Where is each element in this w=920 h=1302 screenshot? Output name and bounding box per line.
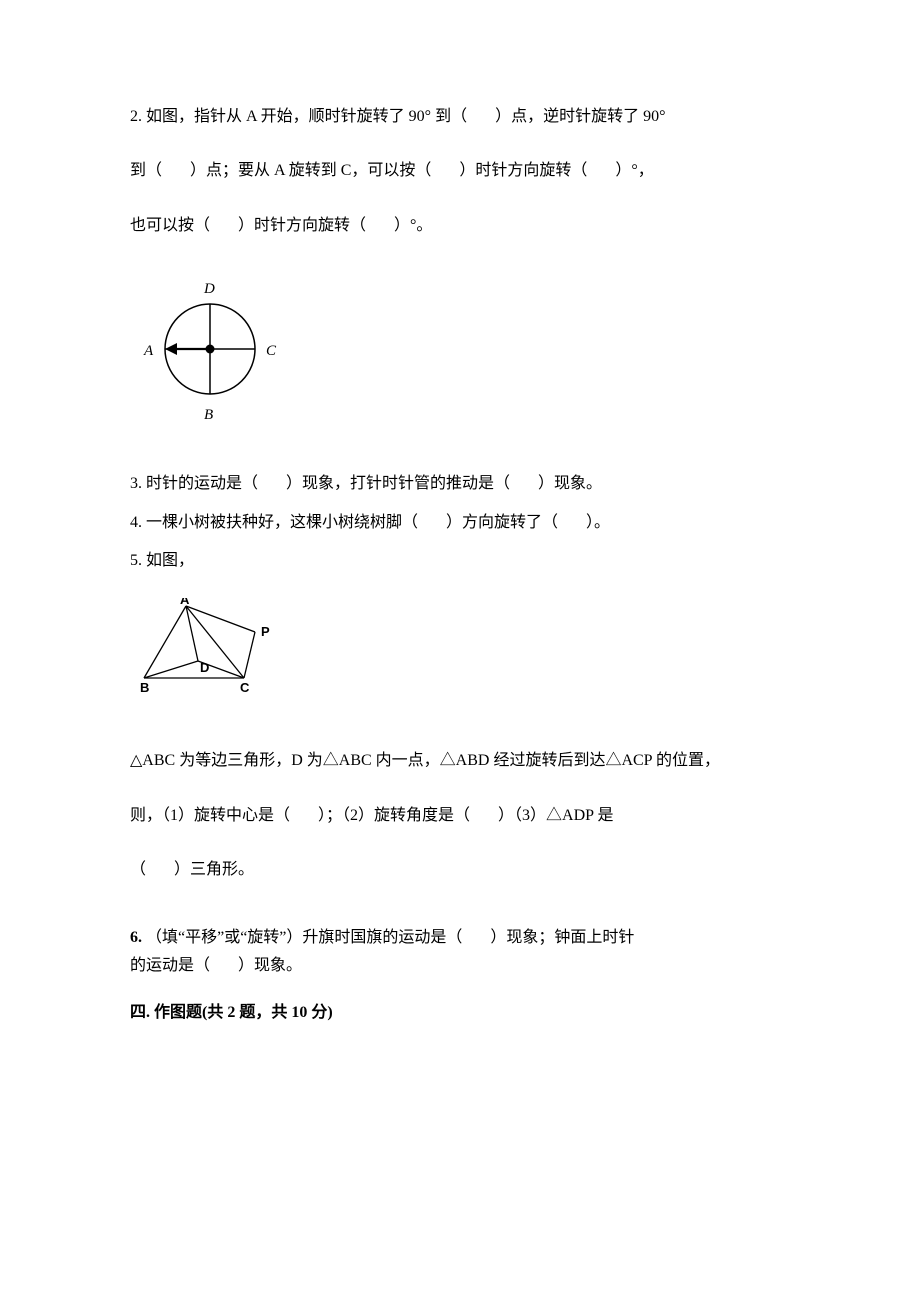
q2-t4: ）点；要从 A 旋转到 C，可以按（ — [190, 162, 431, 179]
q6-number: 6. — [130, 929, 142, 946]
q5b-t3: ）；（2）旋转角度是（ — [318, 807, 470, 824]
q6-t4: ）现象。 — [238, 957, 302, 974]
svg-text:D: D — [203, 281, 215, 297]
q5b-t4: ）（3）△ADP 是 — [498, 807, 613, 824]
q2-line3: 也可以按（ ）时针方向旋转（ ）°。 — [130, 199, 790, 253]
q5b-t1: △ABC 为等边三角形，D 为△ABC 内一点，△ABD 经过旋转后到达△ACP… — [130, 752, 720, 769]
q2-t2: ）点，逆时针旋转了 90° — [495, 108, 665, 125]
q2-line2: 到（ ）点；要从 A 旋转到 C，可以按（ ）时针方向旋转（ ）°， — [130, 144, 790, 198]
question-4: 4. 一棵小树被扶种好，这棵小树绕树脚（ ）方向旋转了（ ）。 — [130, 504, 790, 542]
triangle-diagram: A B C D P — [140, 598, 280, 698]
circle-figure: A B C D — [138, 279, 790, 437]
svg-text:D: D — [200, 660, 209, 675]
q3-t1: 3. 时针的运动是（ — [130, 475, 258, 492]
q5-t1: 5. 如图， — [130, 552, 194, 569]
q2-t3: 到（ — [130, 162, 162, 179]
svg-text:B: B — [204, 407, 213, 423]
q4-t2: ）方向旋转了（ — [446, 514, 558, 531]
q6-t2: ）现象；钟面上时针 — [490, 929, 634, 946]
q2-t9: ）°。 — [394, 217, 432, 234]
svg-text:P: P — [261, 624, 270, 639]
q2-t1: 2. 如图，指针从 A 开始，顺时针旋转了 90° 到（ — [130, 108, 467, 125]
question-2: 2. 如图，指针从 A 开始，顺时针旋转了 90° 到（ ）点，逆时针旋转了 90… — [130, 90, 790, 253]
q2-t8: ）时针方向旋转（ — [238, 217, 366, 234]
svg-text:C: C — [240, 680, 250, 695]
circle-diagram: A B C D — [138, 279, 293, 429]
q6-t3: 的运动是（ — [130, 957, 210, 974]
question-3: 3. 时针的运动是（ ）现象，打针时针管的推动是（ ）现象。 — [130, 465, 790, 503]
q2-t6: ）°， — [615, 162, 653, 179]
q5b-t2: 则，（1）旋转中心是（ — [130, 807, 290, 824]
q2-t7: 也可以按（ — [130, 217, 210, 234]
question-6: 6. （填“平移”或“旋转”）升旗时国旗的运动是（ ）现象；钟面上时针 的运动是（… — [130, 924, 790, 982]
q5b-t6: ）三角形。 — [174, 861, 254, 878]
q4-t3: ）。 — [586, 514, 610, 531]
q2-line1: 2. 如图，指针从 A 开始，顺时针旋转了 90° 到（ ）点，逆时针旋转了 90… — [130, 90, 790, 144]
svg-text:A: A — [180, 598, 190, 607]
svg-text:B: B — [140, 680, 149, 695]
q2-t5: ）时针方向旋转（ — [459, 162, 587, 179]
question-5-head: 5. 如图， — [130, 542, 790, 580]
q3-t3: ）现象。 — [538, 475, 602, 492]
triangle-figure: A B C D P — [140, 598, 790, 706]
question-5-body: △ABC 为等边三角形，D 为△ABC 内一点，△ABD 经过旋转后到达△ACP… — [130, 734, 790, 897]
q4-t1: 4. 一棵小树被扶种好，这棵小树绕树脚（ — [130, 514, 418, 531]
q5b-line2: 则，（1）旋转中心是（ ）；（2）旋转角度是（ ）（3）△ADP 是 — [130, 789, 790, 843]
q5b-t5: （ — [130, 861, 146, 878]
q5b-line1: △ABC 为等边三角形，D 为△ABC 内一点，△ABD 经过旋转后到达△ACP… — [130, 734, 790, 788]
section-4-heading: 四. 作图题(共 2 题，共 10 分) — [130, 1001, 790, 1025]
q6-t1: （填“平移”或“旋转”）升旗时国旗的运动是（ — [146, 929, 462, 946]
svg-text:C: C — [266, 343, 277, 359]
svg-text:A: A — [143, 343, 154, 359]
q3-t2: ）现象，打针时针管的推动是（ — [286, 475, 510, 492]
q5b-line3: （ ）三角形。 — [130, 843, 790, 897]
